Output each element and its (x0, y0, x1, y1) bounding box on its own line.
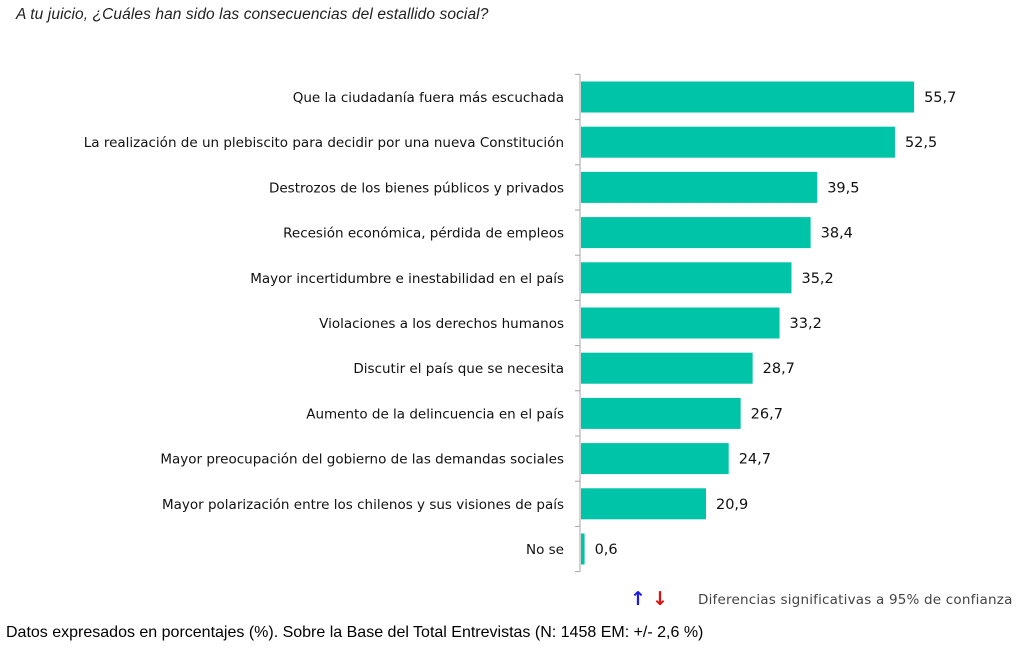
bar (581, 126, 895, 158)
category-label: Que la ciudadanía fuera más escuchada (293, 90, 564, 106)
category-labels: Que la ciudadanía fuera más escuchada La … (84, 90, 564, 558)
value-label: 33,2 (790, 316, 822, 332)
value-label: 24,7 (739, 452, 771, 468)
y-axis (575, 73, 581, 573)
category-label: No se (526, 542, 564, 558)
category-label: Discutir el país que se necesita (353, 361, 564, 377)
arrow-up-icon: ↑ (630, 588, 646, 610)
value-label: 0,6 (595, 542, 618, 558)
bar (581, 262, 792, 294)
significance-legend: ↑ ↓ Diferencias significativas a 95% de … (628, 590, 1013, 609)
category-label: Destrozos de los bienes públicos y priva… (269, 180, 564, 196)
category-label: Mayor preocupación del gobierno de las d… (160, 452, 564, 468)
value-label: 55,7 (924, 90, 956, 106)
value-labels: 55,7 52,5 39,5 38,4 35,2 33,2 28,7 26,7 24,7 20,9… (595, 90, 957, 558)
bar (581, 443, 729, 475)
category-label: Mayor polarización entre los chilenos y … (162, 497, 564, 513)
value-label: 52,5 (905, 135, 937, 151)
legend-text: Diferencias significativas a 95% de conf… (698, 591, 1013, 608)
category-label: La realización de un plebiscito para dec… (84, 135, 564, 151)
category-label: Mayor incertidumbre e inestabilidad en e… (250, 271, 564, 287)
value-label: 28,7 (763, 361, 795, 377)
category-label: Violaciones a los derechos humanos (319, 316, 564, 332)
bars (581, 81, 915, 565)
value-label: 26,7 (751, 406, 783, 422)
bar (581, 352, 753, 384)
bar (581, 81, 915, 113)
arrow-down-icon: ↓ (652, 588, 668, 610)
bar (581, 397, 741, 429)
bar (581, 533, 585, 565)
bar (581, 307, 780, 339)
value-label: 38,4 (821, 226, 853, 242)
footnote: Datos expresados en porcentajes (%). Sob… (6, 624, 704, 641)
category-label: Recesión económica, pérdida de empleos (283, 226, 564, 242)
category-label: Aumento de la delincuencia en el país (306, 406, 564, 422)
bar (581, 488, 706, 520)
value-label: 20,9 (716, 497, 748, 513)
chart-title: A tu juicio, ¿Cuáles han sido las consec… (16, 6, 489, 23)
bar (581, 217, 811, 249)
value-label: 35,2 (801, 271, 833, 287)
bar-chart: Que la ciudadanía fuera más escuchada La … (84, 73, 957, 573)
bar (581, 171, 818, 203)
value-label: 39,5 (827, 180, 859, 196)
